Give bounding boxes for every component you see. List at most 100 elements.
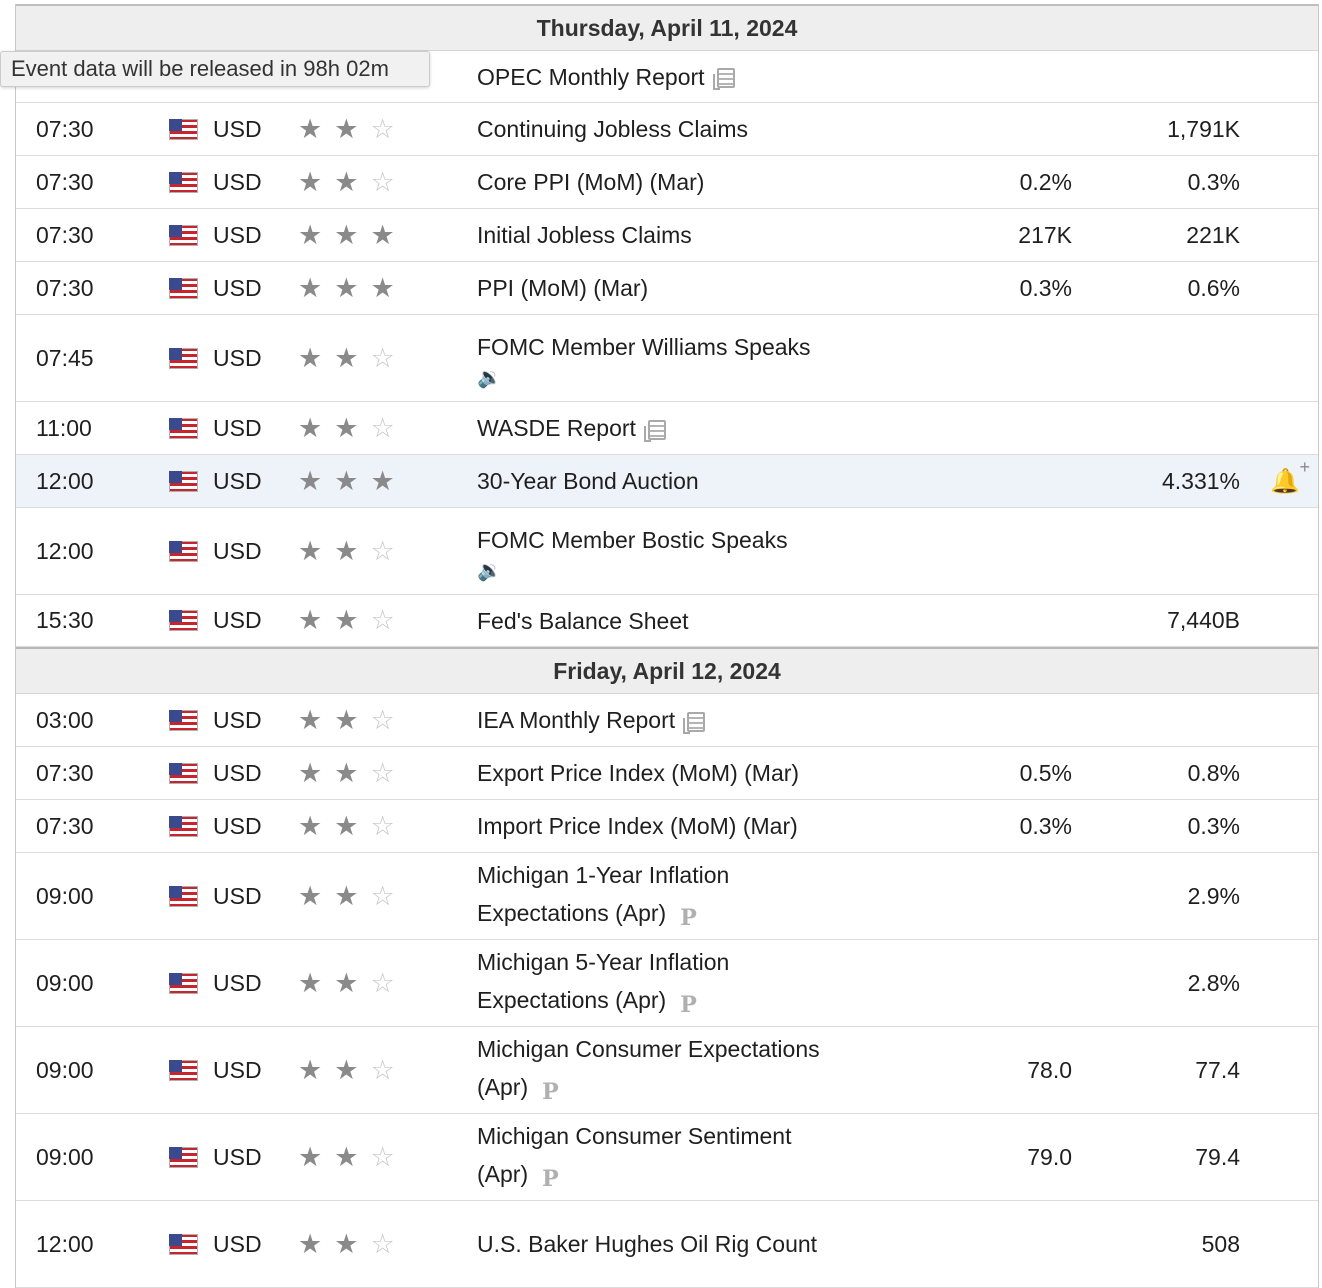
event-cell: Initial Jobless Claims bbox=[477, 209, 837, 261]
event-cell: PPI (MoM) (Mar) bbox=[477, 262, 837, 314]
event-time: 07:30 bbox=[36, 812, 94, 839]
event-name[interactable]: PPI (MoM) (Mar) bbox=[477, 275, 649, 301]
event-cell: FOMC Member Williams Speaks 🔉 bbox=[477, 315, 837, 401]
star-filled-icon: ★ bbox=[298, 704, 323, 735]
flag-cell bbox=[169, 694, 198, 746]
event-row[interactable]: 09:00 USD ★ ★ ☆ Michigan 5-Year Inflation Exp… bbox=[16, 940, 1318, 1027]
event-row[interactable]: 07:30 USD ★ ★ ☆ Import Price Index (MoM) (Mar… bbox=[16, 800, 1318, 853]
event-cell: U.S. Baker Hughes Oil Rig Count bbox=[477, 1201, 837, 1287]
table-top-border bbox=[16, 4, 1318, 6]
event-previous: 0.3% bbox=[1187, 168, 1240, 195]
event-row[interactable]: 07:30 USD ★ ★ ☆ Export Price Index (MoM) (Mar… bbox=[16, 747, 1318, 800]
event-name[interactable]: 30-Year Bond Auction bbox=[477, 468, 699, 494]
star-filled-icon: ★ bbox=[298, 272, 323, 303]
event-currency: USD bbox=[213, 1056, 262, 1083]
event-row[interactable]: 09:00 USD ★ ★ ☆ Michigan Consumer Expectation… bbox=[16, 1027, 1318, 1114]
event-row[interactable]: 07:30 USD ★ ★ ★ Initial Jobless Claims 217K 221… bbox=[16, 209, 1318, 262]
flag-cell bbox=[169, 595, 198, 646]
flag-cell bbox=[169, 315, 198, 401]
star-filled-icon: ★ bbox=[334, 1228, 359, 1259]
star-filled-icon: ★ bbox=[334, 757, 359, 788]
importance-rating: ★ ★ ☆ bbox=[298, 1027, 395, 1113]
event-name[interactable]: OPEC Monthly Report bbox=[477, 63, 705, 90]
event-name[interactable]: WASDE Report bbox=[477, 415, 636, 441]
flag-canton bbox=[169, 885, 182, 898]
event-name[interactable]: Continuing Jobless Claims bbox=[477, 116, 749, 142]
importance-stars: ★ ★ ☆ bbox=[298, 704, 395, 735]
event-row[interactable]: 12:00 USD ★ ★ ☆ FOMC Member Bostic Speaks 🔉 bbox=[16, 508, 1318, 595]
event-name[interactable]: IEA Monthly Report bbox=[477, 707, 676, 733]
event-name[interactable]: FOMC Member Williams Speaks bbox=[477, 334, 811, 360]
document-icon[interactable] bbox=[643, 419, 666, 442]
flag-cell bbox=[169, 800, 198, 852]
event-previous: 7,440B bbox=[1167, 607, 1240, 633]
importance-stars: ★ ★ ☆ bbox=[298, 166, 395, 197]
star-filled-icon: ★ bbox=[334, 272, 359, 303]
event-row[interactable]: 07:45 USD ★ ★ ☆ FOMC Member Williams Speaks 🔉 bbox=[16, 315, 1318, 402]
star-filled-icon: ★ bbox=[334, 342, 359, 373]
importance-rating: ★ ★ ★ bbox=[298, 455, 395, 507]
event-row[interactable]: 07:30 USD ★ ★ ☆ Continuing Jobless Claims 1,79… bbox=[16, 103, 1318, 156]
event-row[interactable]: 12:00 USD ★ ★ ★ 30-Year Bond Auction 4.331% 🔔 + bbox=[16, 455, 1318, 508]
star-empty-icon: ☆ bbox=[370, 535, 395, 566]
importance-stars: ★ ★ ☆ bbox=[298, 412, 395, 443]
star-filled-icon: ★ bbox=[298, 1141, 323, 1172]
event-name[interactable]: U.S. Baker Hughes Oil Rig Count bbox=[477, 1231, 818, 1257]
flag-canton bbox=[169, 1059, 182, 1072]
event-name[interactable]: Michigan Consumer Expectations (Apr) bbox=[477, 1035, 820, 1100]
flag-cell bbox=[169, 1114, 198, 1200]
event-currency: USD bbox=[213, 969, 262, 996]
flag-cell bbox=[169, 103, 198, 155]
alert-cell: 🔔 + bbox=[1270, 455, 1310, 507]
event-cell: Continuing Jobless Claims bbox=[477, 103, 837, 155]
event-cell: Export Price Index (MoM) (Mar) bbox=[477, 747, 837, 799]
importance-rating: ★ ★ ★ bbox=[298, 262, 395, 314]
event-row[interactable]: 03:00 USD ★ ★ ☆ IEA Monthly Report bbox=[16, 694, 1318, 747]
event-row[interactable]: 09:00 USD ★ ★ ☆ Michigan Consumer Sentiment (… bbox=[16, 1114, 1318, 1201]
event-row[interactable]: 07:30 USD ★ ★ ★ PPI (MoM) (Mar) 0.3% 0.6% bbox=[16, 262, 1318, 315]
event-cell: 30-Year Bond Auction bbox=[477, 455, 837, 507]
importance-stars: ★ ★ ★ bbox=[298, 219, 395, 250]
star-filled-icon: ★ bbox=[370, 219, 395, 250]
star-filled-icon: ★ bbox=[370, 272, 395, 303]
bell-plus-icon[interactable]: 🔔 + bbox=[1270, 456, 1310, 495]
us-flag-icon bbox=[169, 347, 198, 369]
importance-stars: ★ ★ ★ bbox=[298, 272, 395, 303]
document-icon[interactable] bbox=[683, 711, 706, 734]
flag-cell bbox=[169, 508, 198, 594]
event-time: 12:00 bbox=[36, 467, 94, 494]
event-name[interactable]: Michigan 1-Year Inflation Expectations (… bbox=[477, 861, 730, 926]
event-name[interactable]: Core PPI (MoM) (Mar) bbox=[477, 169, 705, 195]
event-currency: USD bbox=[213, 537, 262, 564]
event-row[interactable]: 09:00 USD ★ ★ ☆ Michigan 1-Year Inflation Exp… bbox=[16, 853, 1318, 940]
speaker-icon[interactable]: 🔉 bbox=[477, 367, 502, 389]
event-name[interactable]: Michigan 5-Year Inflation Expectations (… bbox=[477, 948, 730, 1013]
star-filled-icon: ★ bbox=[298, 535, 323, 566]
importance-stars: ★ ★ ☆ bbox=[298, 607, 395, 634]
star-empty-icon: ☆ bbox=[370, 1141, 395, 1172]
star-filled-icon: ★ bbox=[298, 412, 323, 443]
star-filled-icon: ★ bbox=[298, 166, 323, 197]
us-flag-icon bbox=[169, 885, 198, 907]
event-cell: Michigan Consumer Expectations (Apr) P bbox=[477, 1027, 837, 1113]
event-row[interactable]: 11:00 USD ★ ★ ☆ WASDE Report bbox=[16, 402, 1318, 455]
event-name[interactable]: FOMC Member Bostic Speaks bbox=[477, 527, 788, 553]
event-row[interactable]: 12:00 USD ★ ★ ☆ U.S. Baker Hughes Oil Rig Cou… bbox=[16, 1201, 1318, 1288]
event-name-wrap: FOMC Member Williams Speaks 🔉 bbox=[477, 328, 811, 388]
event-name[interactable]: Import Price Index (MoM) (Mar) bbox=[477, 813, 798, 839]
event-row[interactable]: 07:30 USD ★ ★ ☆ Core PPI (MoM) (Mar) 0.2% 0.3% bbox=[16, 156, 1318, 209]
document-icon[interactable] bbox=[712, 68, 735, 91]
star-empty-icon: ☆ bbox=[370, 113, 395, 144]
importance-stars: ★ ★ ☆ bbox=[298, 1141, 395, 1172]
event-name[interactable]: Initial Jobless Claims bbox=[477, 222, 692, 248]
event-row[interactable]: 15:30 USD ★ ★ ☆ Fed's Balance Sheet 7,440B bbox=[16, 595, 1318, 647]
event-previous: 2.9% bbox=[1187, 882, 1240, 909]
event-forecast: 78.0 bbox=[1027, 1056, 1072, 1083]
event-name[interactable]: Michigan Consumer Sentiment (Apr) bbox=[477, 1122, 792, 1187]
event-name[interactable]: Fed's Balance Sheet bbox=[477, 607, 689, 634]
us-flag-icon bbox=[169, 540, 198, 562]
star-filled-icon: ★ bbox=[298, 880, 323, 911]
event-name[interactable]: Export Price Index (MoM) (Mar) bbox=[477, 760, 800, 786]
speaker-icon[interactable]: 🔉 bbox=[477, 560, 502, 582]
importance-stars: ★ ★ ☆ bbox=[298, 1056, 395, 1084]
